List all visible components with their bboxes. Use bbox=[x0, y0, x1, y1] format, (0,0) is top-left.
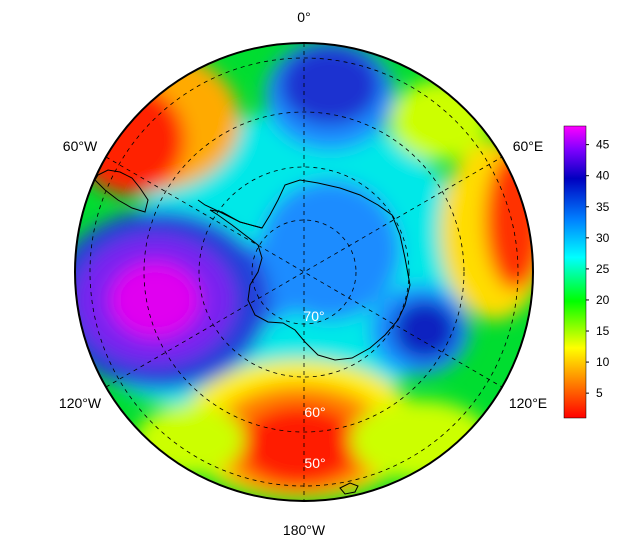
lon-label-lower-right: 120°E bbox=[509, 395, 547, 411]
lat-label-50: 50° bbox=[304, 455, 325, 471]
colorbar-tick-label: 10 bbox=[596, 355, 610, 369]
colorbar-tick-label: 15 bbox=[596, 324, 610, 338]
lon-label-upper-right: 60°E bbox=[513, 138, 544, 154]
south-america-coastline bbox=[94, 169, 149, 213]
colorbar-ticks: 5 10 15 20 25 30 35 40 45 bbox=[586, 138, 610, 400]
latitude-circle-60 bbox=[143, 111, 465, 433]
lat-label-70: 70° bbox=[303, 308, 324, 324]
lon-label-lower-left: 120°W bbox=[59, 395, 102, 411]
lon-label-bottom: 180°W bbox=[283, 522, 326, 538]
colorbar-tick-label: 45 bbox=[596, 138, 610, 152]
map-boundary bbox=[74, 42, 534, 502]
colorbar-gradient bbox=[563, 125, 587, 419]
colorbar-tick-label: 25 bbox=[596, 262, 610, 276]
colorbar-tick-label: 40 bbox=[596, 169, 610, 183]
lon-label-upper-left: 60°W bbox=[63, 138, 98, 154]
graticule bbox=[89, 43, 519, 501]
antarctic-peninsula bbox=[197, 199, 263, 229]
coastlines bbox=[94, 169, 411, 495]
colorbar-tick-label: 35 bbox=[596, 200, 610, 214]
data-field bbox=[75, 43, 533, 501]
antarctica-coastline bbox=[209, 179, 411, 361]
colorbar: 5 10 15 20 25 30 35 40 45 bbox=[563, 125, 610, 419]
colorbar-tick-label: 30 bbox=[596, 231, 610, 245]
colorbar-tick-label: 5 bbox=[596, 386, 603, 400]
colorbar-tick-label: 20 bbox=[596, 293, 610, 307]
australia-coastline bbox=[339, 482, 359, 495]
lon-label-top: 0° bbox=[297, 9, 310, 25]
lat-label-60: 60° bbox=[304, 404, 325, 420]
latitude-circle-70 bbox=[198, 166, 410, 378]
